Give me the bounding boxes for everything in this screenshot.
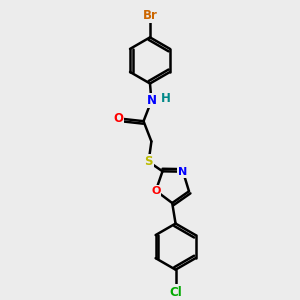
Text: O: O (113, 112, 123, 125)
Text: N: N (178, 167, 188, 177)
Text: H: H (161, 92, 171, 105)
Text: S: S (144, 155, 153, 168)
Text: Cl: Cl (169, 286, 182, 299)
Text: O: O (151, 186, 160, 196)
Text: N: N (146, 94, 156, 107)
Text: Br: Br (142, 9, 158, 22)
